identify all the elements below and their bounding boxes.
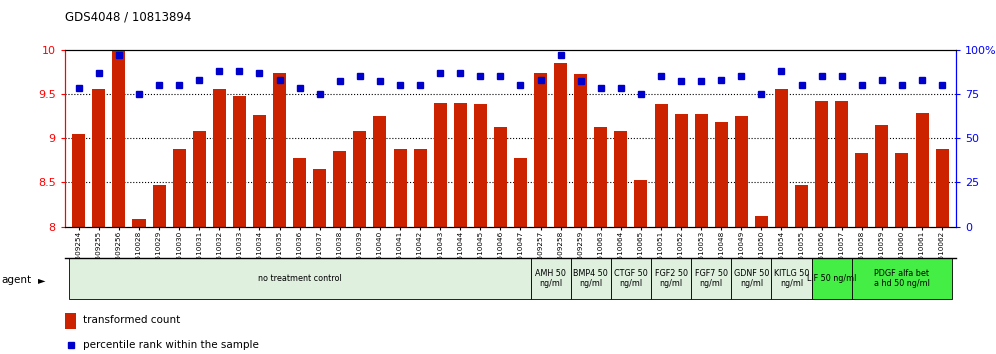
Bar (634, 180, 647, 227)
Bar (534, 73, 547, 227)
Bar (674, 114, 687, 227)
Bar (313, 169, 327, 227)
Bar (895, 153, 908, 227)
Text: agent: agent (1, 275, 31, 285)
Bar (494, 126, 507, 227)
Bar (694, 114, 708, 227)
Bar (755, 216, 768, 227)
Bar (615, 131, 627, 227)
Bar (393, 149, 406, 227)
Bar (775, 89, 788, 227)
Text: FGF2 50
ng/ml: FGF2 50 ng/ml (654, 269, 687, 289)
Bar (571, 258, 611, 299)
Bar (354, 131, 367, 227)
Bar (65, 313, 77, 329)
Text: no treatment control: no treatment control (258, 274, 342, 283)
Bar (93, 89, 106, 227)
Text: LIF 50 ng/ml: LIF 50 ng/ml (807, 274, 857, 283)
Text: transformed count: transformed count (83, 315, 180, 325)
Bar (132, 219, 145, 227)
Bar (795, 185, 808, 227)
Bar (514, 158, 527, 227)
Text: CTGF 50
ng/ml: CTGF 50 ng/ml (615, 269, 647, 289)
Text: percentile rank within the sample: percentile rank within the sample (83, 340, 258, 350)
Bar (836, 101, 849, 227)
Bar (554, 63, 567, 227)
Bar (575, 74, 588, 227)
Bar (772, 258, 812, 299)
Bar (531, 258, 571, 299)
Bar (735, 116, 748, 227)
Text: KITLG 50
ng/ml: KITLG 50 ng/ml (774, 269, 809, 289)
Bar (611, 258, 651, 299)
Bar (374, 116, 386, 227)
Bar (852, 258, 952, 299)
Bar (73, 133, 86, 227)
Bar (595, 127, 608, 227)
Bar (935, 149, 948, 227)
Bar (856, 153, 869, 227)
Bar (715, 122, 728, 227)
Bar (69, 258, 531, 299)
Bar (152, 185, 165, 227)
Bar (172, 149, 185, 227)
Bar (193, 131, 206, 227)
Bar (812, 258, 852, 299)
Text: AMH 50
ng/ml: AMH 50 ng/ml (535, 269, 566, 289)
Bar (654, 104, 667, 227)
Bar (875, 125, 888, 227)
Bar (915, 113, 928, 227)
Text: BMP4 50
ng/ml: BMP4 50 ng/ml (574, 269, 609, 289)
Text: FGF7 50
ng/ml: FGF7 50 ng/ml (695, 269, 728, 289)
Bar (433, 103, 446, 227)
Bar (651, 258, 691, 299)
Text: ►: ► (38, 275, 46, 285)
Bar (731, 258, 772, 299)
Bar (273, 73, 286, 227)
Bar (454, 103, 467, 227)
Text: GDNF 50
ng/ml: GDNF 50 ng/ml (734, 269, 769, 289)
Bar (113, 50, 125, 227)
Bar (691, 258, 731, 299)
Bar (293, 158, 306, 227)
Text: PDGF alfa bet
a hd 50 ng/ml: PDGF alfa bet a hd 50 ng/ml (874, 269, 930, 289)
Bar (413, 149, 426, 227)
Bar (233, 96, 246, 227)
Text: GDS4048 / 10813894: GDS4048 / 10813894 (65, 11, 191, 24)
Bar (213, 89, 226, 227)
Bar (815, 101, 828, 227)
Bar (474, 104, 487, 227)
Bar (253, 115, 266, 227)
Bar (334, 152, 347, 227)
